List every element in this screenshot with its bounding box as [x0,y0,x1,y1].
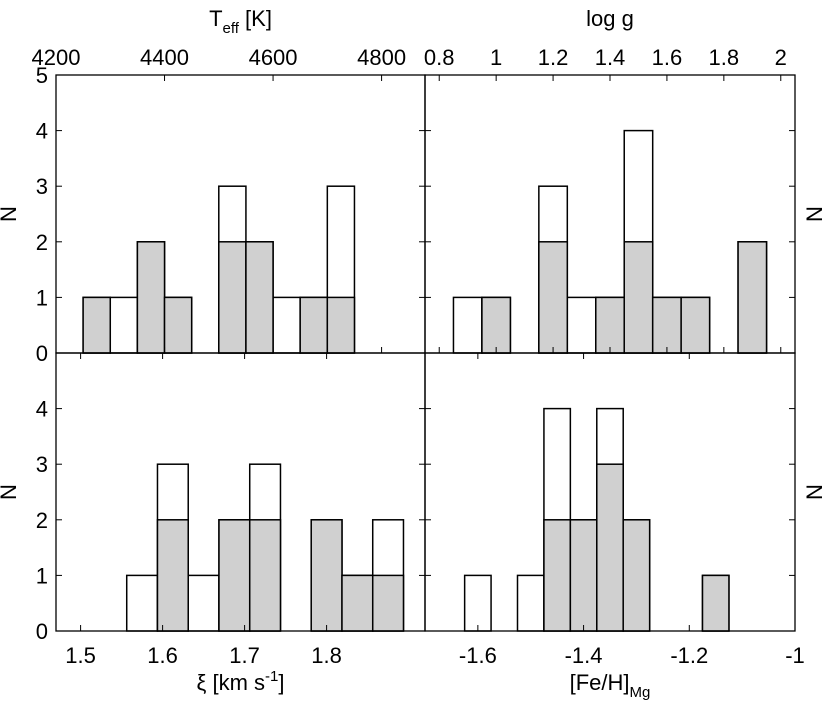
teff-xlabel: Teff [K] [209,6,272,37]
teff-ytick-label: 2 [36,230,48,255]
logg-bar-filled [680,296,711,354]
teff-xtick-label: 4800 [357,45,406,70]
teff-ylabel: N [0,206,21,222]
feh-frame [424,352,796,632]
teff-xtick-label: 4200 [32,45,81,70]
teff-bar-filled [163,296,193,354]
logg-bar-filled [737,241,768,354]
logg-bar-filled [623,241,654,354]
logg-xtick-label: 1.4 [595,45,626,70]
xi-ytick-label: 1 [36,563,48,588]
xi-bar-filled [248,519,282,632]
feh-bar-open [516,574,545,632]
xi-bar-filled [218,519,251,632]
xi-bar-open [187,574,220,632]
xi-bar-filled [341,574,374,632]
logg-bar-filled [595,296,625,354]
teff-bar-filled [245,241,274,354]
logg-xtick-label: 1.6 [652,45,683,70]
xi-ylabel: N [0,484,21,500]
teff-bar-filled [299,296,329,354]
logg-bar-filled [538,241,569,354]
logg-bar-filled [651,296,682,354]
feh-bar-filled [701,574,730,632]
teff-ytick-label: 1 [36,285,48,310]
xi-ytick-label: 4 [36,397,48,422]
teff-ytick-label: 4 [36,119,48,144]
teff-ytick-label: 5 [36,63,48,88]
teff-xtick-label: 4600 [249,45,298,70]
xi-bar-filled [371,574,405,632]
feh-bar-filled [543,519,572,632]
xi-xtick-label: 1.7 [229,643,260,668]
logg-xtick-label: 1.8 [709,45,740,70]
feh-xtick-label: -1 [785,643,805,668]
xi-xlabel: ξ [km s-1] [197,668,285,695]
feh-bar-filled [569,519,598,632]
logg-bar-open [566,296,597,354]
xi-ytick-label: 0 [36,619,48,644]
logg-xtick-label: 0.8 [424,45,455,70]
logg-xtick-label: 2 [775,45,787,70]
feh-bar-filled [596,463,624,632]
feh-xtick-label: -1.2 [670,643,708,668]
teff-bar-filled [326,296,356,354]
teff-ytick-label: 3 [36,174,48,199]
panel-xi: 1.5 1.6 1.7 1.8 0 1 2 3 4 Nξ [km s-1] [0,352,426,695]
feh-bar-open [463,574,492,632]
xi-bar-open [125,574,159,632]
logg-bar-open [452,296,483,354]
xi-bar-filled [310,519,343,632]
logg-ylabel: N [802,206,827,222]
logg-xtick-label: 1 [490,45,502,70]
feh-xtick-label: -1.6 [459,643,497,668]
feh-bar-filled [622,519,651,632]
teff-bar-filled [82,296,112,354]
teff-bar-filled [218,241,247,354]
logg-xlabel: log g [586,6,634,31]
xi-ytick-label: 3 [36,452,48,477]
teff-bar-open [109,296,139,354]
panel-feh: -1.6 -1.4 -1.2 -1 N [Fe/H]Mg [424,352,827,701]
teff-bar-open [272,296,301,354]
panel-teff: 4200 4400 4600 4800 0 1 2 3 4 5 N Teff [K] [0,6,426,366]
teff-ytick-label: 0 [36,341,48,366]
logg-xtick-label: 1.2 [538,45,569,70]
logg-bar-filled [481,296,512,354]
xi-ytick-label: 2 [36,508,48,533]
feh-ylabel: N [802,484,827,500]
xi-bar-filled [156,519,189,632]
xi-xtick-label: 1.8 [311,643,342,668]
teff-xtick-label: 4400 [140,45,189,70]
teff-bar-filled [136,241,166,354]
feh-xtick-label: -1.4 [565,643,603,668]
xi-xtick-label: 1.5 [65,643,96,668]
xi-xtick-label: 1.6 [147,643,178,668]
feh-xlabel: [Fe/H]Mg [570,670,651,701]
